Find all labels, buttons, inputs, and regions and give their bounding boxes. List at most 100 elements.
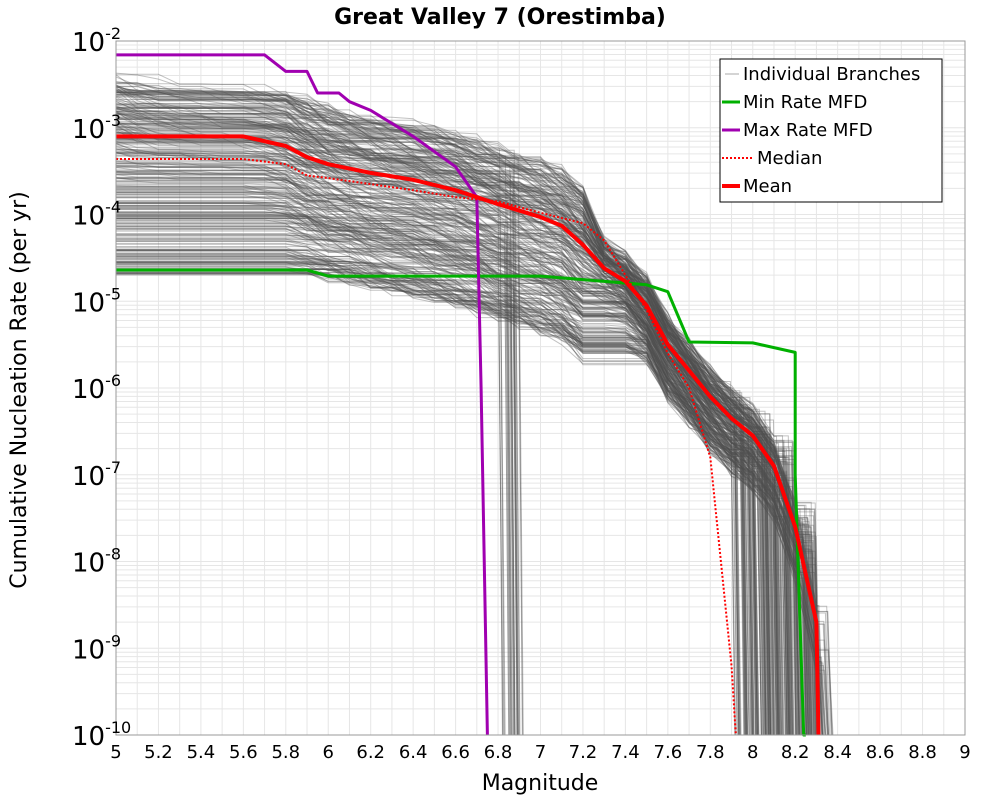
x-tick-label: 7.4: [611, 742, 640, 763]
branch-line: [115, 86, 747, 736]
branch-line: [116, 217, 823, 736]
branch-line: [115, 115, 829, 736]
branch-line: [116, 261, 518, 736]
branch-line: [116, 110, 833, 736]
branch-line: [116, 104, 820, 736]
branch-line: [116, 205, 753, 736]
legend-label-min: Min Rate MFD: [743, 92, 867, 113]
branch-line: [116, 254, 786, 736]
branch-line: [116, 255, 757, 736]
branch-line: [116, 132, 781, 736]
branch-line: [116, 172, 791, 736]
branch-line: [116, 179, 516, 736]
branch-line: [116, 215, 757, 736]
branch-line: [116, 203, 764, 736]
branch-line: [116, 202, 747, 736]
branch-line: [116, 266, 811, 736]
branch-line: [116, 257, 826, 736]
branch-line: [116, 248, 826, 736]
branch-line: [116, 215, 770, 736]
branch-line: [115, 166, 740, 736]
x-tick-label: 8: [747, 742, 758, 763]
branch-line: [115, 172, 515, 736]
branch-line: [116, 272, 800, 736]
branch-line: [116, 86, 519, 736]
branch-line: [115, 114, 801, 736]
branch-line: [116, 138, 767, 736]
x-tick-label: 8.4: [823, 742, 852, 763]
branch-line: [116, 249, 778, 736]
branch-line: [116, 181, 770, 736]
legend-box: [719, 58, 943, 203]
branch-line: [116, 194, 768, 736]
x-axis-label: Magnitude: [482, 771, 599, 796]
branch-line: [115, 86, 741, 736]
branch-line: [116, 92, 823, 736]
summary-series: [116, 53, 821, 737]
branch-line: [116, 93, 832, 736]
branch-line: [116, 253, 750, 736]
branch-line: [116, 205, 521, 736]
y-axis-label: Cumulative Nucleation Rate (per yr): [7, 191, 32, 589]
branch-line: [115, 106, 773, 736]
branch-line: [116, 255, 803, 736]
branch-line: [115, 84, 789, 736]
branch-line: [116, 243, 519, 736]
branch-line: [116, 117, 781, 736]
branch-line: [116, 85, 738, 736]
x-tick-label: 8.2: [781, 742, 810, 763]
branch-line: [116, 223, 751, 736]
branch-line: [116, 118, 808, 736]
branch-line: [115, 129, 518, 736]
branch-line: [115, 107, 804, 736]
branch-line: [116, 163, 770, 736]
branch-line: [116, 186, 524, 736]
branch-line: [116, 191, 510, 736]
branch-line: [115, 88, 808, 736]
branch-line: [116, 204, 788, 736]
branch-line: [116, 82, 792, 736]
branch-line: [116, 207, 816, 736]
branch-line: [115, 105, 755, 736]
branch-line: [115, 72, 789, 736]
branch-line: [116, 211, 817, 736]
branch-line: [116, 90, 779, 736]
branch-line: [116, 141, 771, 736]
branch-line: [116, 108, 800, 736]
branch-line: [116, 216, 504, 736]
branch-line: [116, 241, 775, 736]
branch-line: [116, 262, 787, 736]
branch-line: [115, 86, 739, 736]
branch-line: [115, 97, 746, 736]
branch-line: [116, 266, 759, 736]
branch-line: [116, 249, 821, 736]
branch-line: [115, 112, 804, 736]
branch-line: [116, 191, 512, 736]
y-tick-label: 10-10: [72, 718, 131, 752]
x-tick-label: 5.2: [144, 742, 173, 763]
branch-line: [116, 155, 773, 736]
branch-line: [116, 201, 790, 736]
branch-line: [116, 274, 795, 736]
branch-line: [115, 110, 811, 736]
branch-line: [115, 100, 784, 736]
x-tick-label: 9: [959, 742, 970, 763]
branch-line: [115, 85, 745, 736]
y-tick-label: 10-6: [72, 371, 121, 405]
branch-line: [116, 99, 810, 736]
branch-line: [115, 91, 788, 736]
branch-line: [116, 218, 779, 736]
branch-line: [116, 91, 794, 736]
branch-line: [115, 120, 807, 736]
y-tick-label: 10-7: [72, 458, 121, 492]
chart-title: Great Valley 7 (Orestimba): [334, 5, 666, 30]
branch-line: [116, 151, 510, 736]
branch-line: [116, 234, 788, 736]
branch-line: [116, 226, 747, 736]
branch-line: [115, 87, 791, 736]
branch-line: [116, 264, 516, 736]
branch-line: [116, 246, 829, 736]
branch-line: [116, 238, 754, 736]
branch-line: [115, 177, 753, 736]
